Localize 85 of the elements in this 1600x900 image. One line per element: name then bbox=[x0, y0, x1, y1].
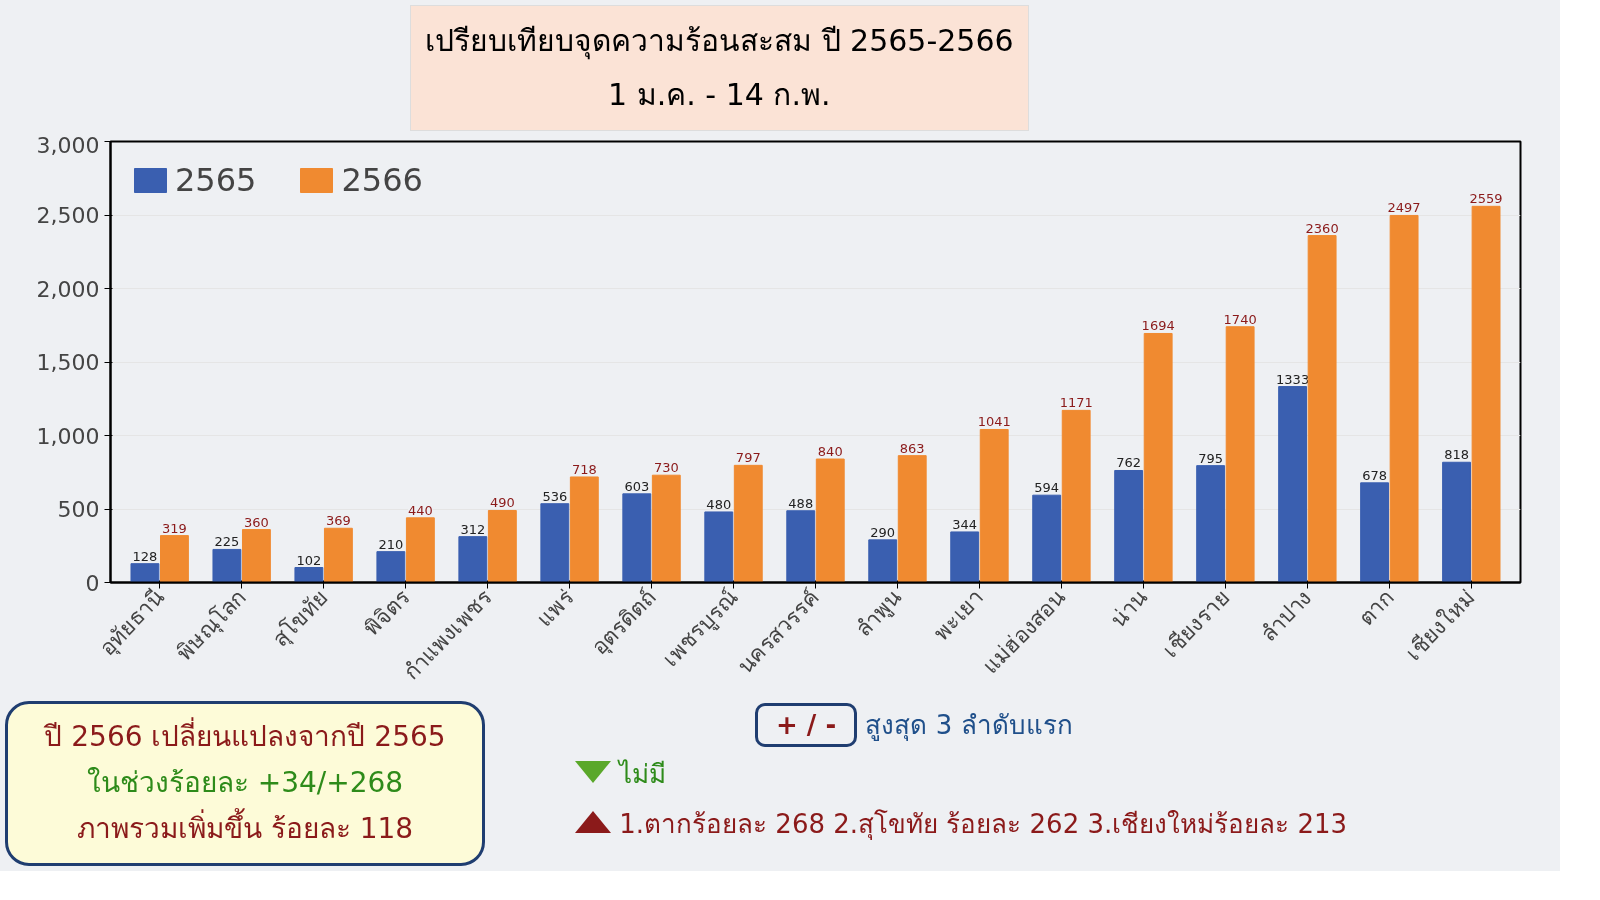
bar bbox=[651, 474, 681, 583]
bar bbox=[323, 527, 353, 583]
bar bbox=[1442, 461, 1471, 583]
text: สูงสุด 3 ลำดับแรก bbox=[865, 710, 1073, 740]
bar bbox=[1061, 409, 1091, 583]
data-label: 225 bbox=[214, 534, 240, 550]
y-tick-label: 2,000 bbox=[36, 276, 100, 302]
legend-label: 2565 bbox=[175, 161, 257, 199]
bar bbox=[241, 529, 271, 583]
text: ในช่วงร้อยละ +34/+268 bbox=[86, 766, 404, 800]
data-label: 2360 bbox=[1305, 220, 1339, 236]
data-label: 536 bbox=[542, 488, 568, 504]
bar bbox=[1278, 386, 1308, 583]
bar bbox=[376, 551, 406, 583]
bar bbox=[950, 531, 980, 583]
bar bbox=[1032, 494, 1062, 583]
data-label: 480 bbox=[706, 496, 732, 512]
bar bbox=[294, 567, 324, 583]
bar bbox=[1360, 482, 1390, 583]
x-tick-label: ตาก bbox=[1353, 584, 1399, 631]
bar bbox=[160, 535, 189, 583]
y-tick-label: 3,000 bbox=[36, 132, 100, 158]
data-label: 1041 bbox=[977, 414, 1011, 430]
data-label: 319 bbox=[162, 520, 187, 536]
data-label: 344 bbox=[952, 516, 978, 532]
y-tick-label: 1,000 bbox=[36, 423, 100, 449]
bar bbox=[1114, 469, 1144, 583]
data-label: 360 bbox=[244, 514, 269, 530]
data-label: 818 bbox=[1444, 447, 1469, 463]
data-label: 603 bbox=[624, 478, 650, 494]
bar bbox=[786, 510, 816, 583]
text: + / - bbox=[755, 703, 858, 747]
bar bbox=[979, 428, 1009, 583]
bar bbox=[1196, 465, 1226, 583]
data-label: 290 bbox=[870, 524, 896, 540]
y-tick-label: 1,500 bbox=[36, 350, 100, 375]
data-label: 488 bbox=[788, 495, 814, 511]
data-label: 1171 bbox=[1059, 395, 1093, 411]
bar bbox=[405, 517, 435, 583]
y-tick-label: 500 bbox=[57, 497, 100, 522]
data-label: 1740 bbox=[1223, 311, 1257, 327]
data-label: 797 bbox=[735, 450, 761, 466]
bar bbox=[1143, 332, 1173, 583]
data-label: 795 bbox=[1198, 450, 1224, 466]
bar bbox=[815, 458, 845, 583]
bar bbox=[1225, 326, 1255, 583]
bar bbox=[212, 548, 242, 583]
text: ไม่มี bbox=[616, 758, 668, 792]
data-label: 2497 bbox=[1387, 200, 1421, 216]
bar bbox=[704, 511, 734, 583]
legend-label: 2566 bbox=[341, 161, 423, 199]
data-label: 210 bbox=[378, 536, 404, 552]
bar bbox=[458, 536, 488, 583]
data-label: 718 bbox=[571, 461, 597, 477]
data-label: 1694 bbox=[1141, 318, 1175, 334]
bar bbox=[1389, 214, 1419, 583]
data-label: 128 bbox=[132, 548, 158, 564]
data-label: 840 bbox=[817, 444, 843, 460]
bar bbox=[897, 455, 927, 583]
bar bbox=[622, 493, 652, 583]
chart-title: เปรียบเทียบจุดความร้อนสะสม ปี 2565-2566 bbox=[425, 23, 1014, 58]
bar bbox=[1307, 235, 1337, 583]
bar bbox=[569, 476, 599, 583]
y-tick-label: 2,500 bbox=[36, 203, 100, 228]
data-label: 369 bbox=[325, 513, 351, 529]
data-label: 2559 bbox=[1469, 191, 1503, 207]
y-tick-label: 0 bbox=[85, 570, 100, 596]
text: 1.ตากร้อยละ 268 2.สุโขทัย ร้อยละ 262 3.เชียงใหม่ร้อยละ 213 bbox=[618, 807, 1348, 842]
data-label: 730 bbox=[653, 460, 679, 476]
data-label: 594 bbox=[1034, 480, 1060, 496]
data-label: 312 bbox=[460, 521, 486, 537]
data-label: 863 bbox=[899, 440, 925, 456]
bar bbox=[540, 503, 570, 583]
x-tick-label: น่าน bbox=[1105, 584, 1153, 633]
data-label: 678 bbox=[1362, 467, 1387, 483]
data-label: 762 bbox=[1116, 455, 1142, 471]
bar bbox=[868, 539, 898, 583]
data-label: 490 bbox=[489, 495, 515, 511]
chart-subtitle: 1 ม.ค. - 14 ก.พ. bbox=[608, 77, 831, 112]
bar bbox=[733, 464, 763, 583]
bar bbox=[1471, 205, 1501, 583]
data-label: 102 bbox=[296, 552, 322, 568]
bar bbox=[130, 563, 160, 583]
data-label: 440 bbox=[407, 502, 433, 518]
bar bbox=[487, 509, 517, 583]
